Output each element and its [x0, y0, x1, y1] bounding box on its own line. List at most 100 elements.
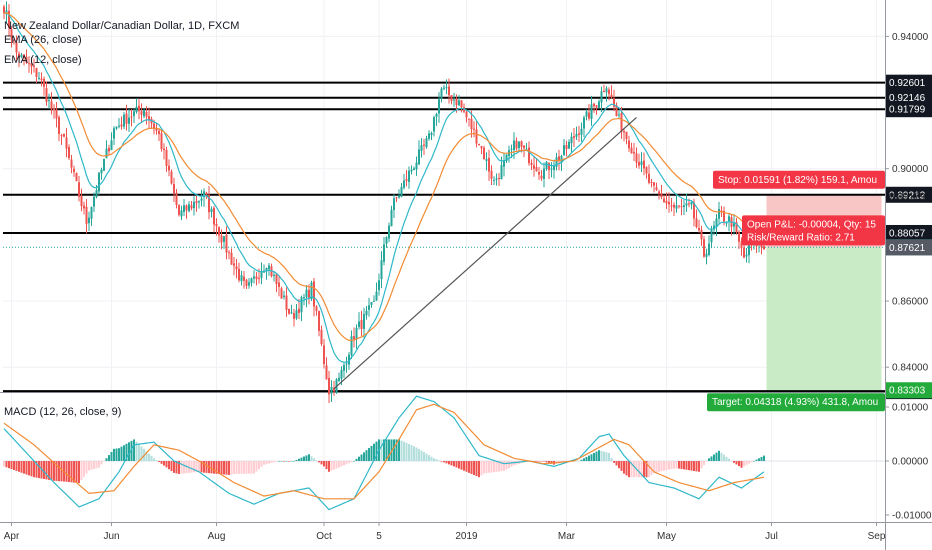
- candle-down: [13, 39, 15, 41]
- candle-up: [20, 54, 23, 58]
- macd-histogram-bar: [610, 457, 613, 462]
- candle-down: [68, 147, 70, 158]
- candle-up: [265, 267, 268, 272]
- macd-histogram-bar: [458, 461, 460, 469]
- candle-up: [485, 159, 488, 161]
- macd-histogram-bar: [103, 461, 105, 462]
- macd-histogram-bar: [128, 442, 130, 462]
- macd-histogram-bar: [110, 451, 113, 462]
- candle-down: [723, 210, 725, 222]
- macd-histogram-bar: [438, 460, 440, 462]
- macd-histogram-bar: [380, 439, 383, 462]
- macd-histogram-bar: [600, 450, 603, 462]
- candle-down: [73, 168, 75, 173]
- macd-histogram-bar: [598, 450, 600, 462]
- candle-up: [570, 136, 573, 144]
- candle-up: [408, 170, 410, 182]
- candle-down: [695, 218, 698, 228]
- macd-histogram-bar: [125, 443, 128, 462]
- macd-histogram-bar: [178, 461, 180, 474]
- candle-up: [183, 205, 185, 212]
- macd-histogram-bar: [463, 461, 465, 471]
- macd-histogram-bar: [405, 442, 408, 462]
- macd-histogram-bar: [278, 461, 280, 462]
- macd-histogram-bar: [30, 461, 33, 477]
- macd-histogram-bar: [355, 458, 358, 462]
- macd-histogram-bar: [250, 461, 253, 474]
- candle-down: [65, 137, 68, 149]
- candle-down: [130, 116, 133, 118]
- candle-down: [670, 205, 673, 207]
- macd-histogram-bar: [605, 452, 608, 462]
- candle-down: [275, 274, 278, 284]
- candle-up: [338, 377, 340, 381]
- candle-down: [573, 136, 575, 138]
- candle-up: [295, 310, 298, 319]
- candle-down: [360, 319, 363, 330]
- candle-up: [683, 205, 685, 208]
- candle-up: [410, 169, 413, 172]
- macd-histogram-bar: [670, 461, 673, 470]
- candle-down: [3, 6, 5, 14]
- macd-histogram-bar: [268, 461, 270, 464]
- macd-histogram-bar: [330, 461, 333, 471]
- candle-up: [418, 149, 420, 165]
- macd-histogram-bar: [753, 461, 755, 462]
- time-axis[interactable]: Apr Jun Aug Oct 5 2019 Mar May Jul Sep: [4, 522, 886, 542]
- macd-histogram-bar: [508, 461, 510, 469]
- candle-up: [525, 148, 528, 150]
- level-price-tag: 0.88057: [889, 228, 926, 239]
- macd-histogram-bar: [175, 461, 178, 474]
- candle-up: [393, 198, 395, 211]
- macd-histogram-bar: [720, 452, 723, 462]
- candle-down: [423, 144, 425, 146]
- level-price-tag: 0.92146: [889, 93, 926, 104]
- trendline-layer[interactable]: [333, 116, 637, 390]
- macd-histogram-bar: [173, 461, 175, 473]
- macd-histogram-bar: [465, 461, 468, 472]
- candle-up: [350, 336, 353, 356]
- macd-histogram-bar: [745, 461, 748, 466]
- candle-down: [703, 239, 705, 257]
- target-zone: [766, 247, 882, 391]
- macd-histogram-bar: [163, 461, 165, 466]
- horizontal-levels[interactable]: [3, 81, 885, 393]
- price-axis[interactable]: 0.94000 0.90000 0.86000 0.84000 0.01000 0.000…: [885, 32, 932, 522]
- macd-histogram-bar: [298, 458, 300, 462]
- candle-up: [340, 369, 343, 379]
- candle-down: [218, 226, 220, 236]
- candle-down: [40, 78, 43, 80]
- trendline[interactable]: [333, 116, 637, 390]
- candle-up: [368, 305, 370, 310]
- candle-down: [645, 167, 648, 174]
- candle-up: [143, 110, 145, 117]
- level-price-tag-bg: [886, 186, 932, 203]
- candle-up: [330, 387, 333, 394]
- macd-histogram-bar: [763, 455, 765, 462]
- candle-down: [280, 288, 283, 299]
- macd-histogram-bar: [245, 461, 248, 474]
- candle-up: [445, 87, 448, 89]
- signal-line: [3, 403, 765, 500]
- candle-up: [135, 106, 138, 112]
- candle-up: [223, 236, 225, 242]
- candle-down: [318, 310, 320, 331]
- macd-histogram-bar: [760, 456, 763, 462]
- candle-down: [75, 172, 78, 181]
- macd-histogram-bar: [480, 461, 483, 476]
- candle-down: [243, 276, 245, 281]
- symbol-title: New Zealand Dollar/Canadian Dollar, 1D, …: [4, 20, 240, 32]
- macd-histogram-bar: [170, 461, 173, 472]
- candle-down: [633, 151, 635, 154]
- candle-up: [690, 201, 693, 205]
- macd-histogram-bar: [490, 461, 493, 473]
- candle-down: [245, 279, 248, 286]
- candle-down: [523, 145, 525, 149]
- candle-up: [188, 204, 190, 212]
- candle-down: [638, 161, 640, 166]
- macd-histogram-bar: [123, 445, 125, 462]
- candle-down: [320, 329, 323, 345]
- macd-histogram-bar: [628, 461, 630, 478]
- candle-down: [488, 157, 490, 172]
